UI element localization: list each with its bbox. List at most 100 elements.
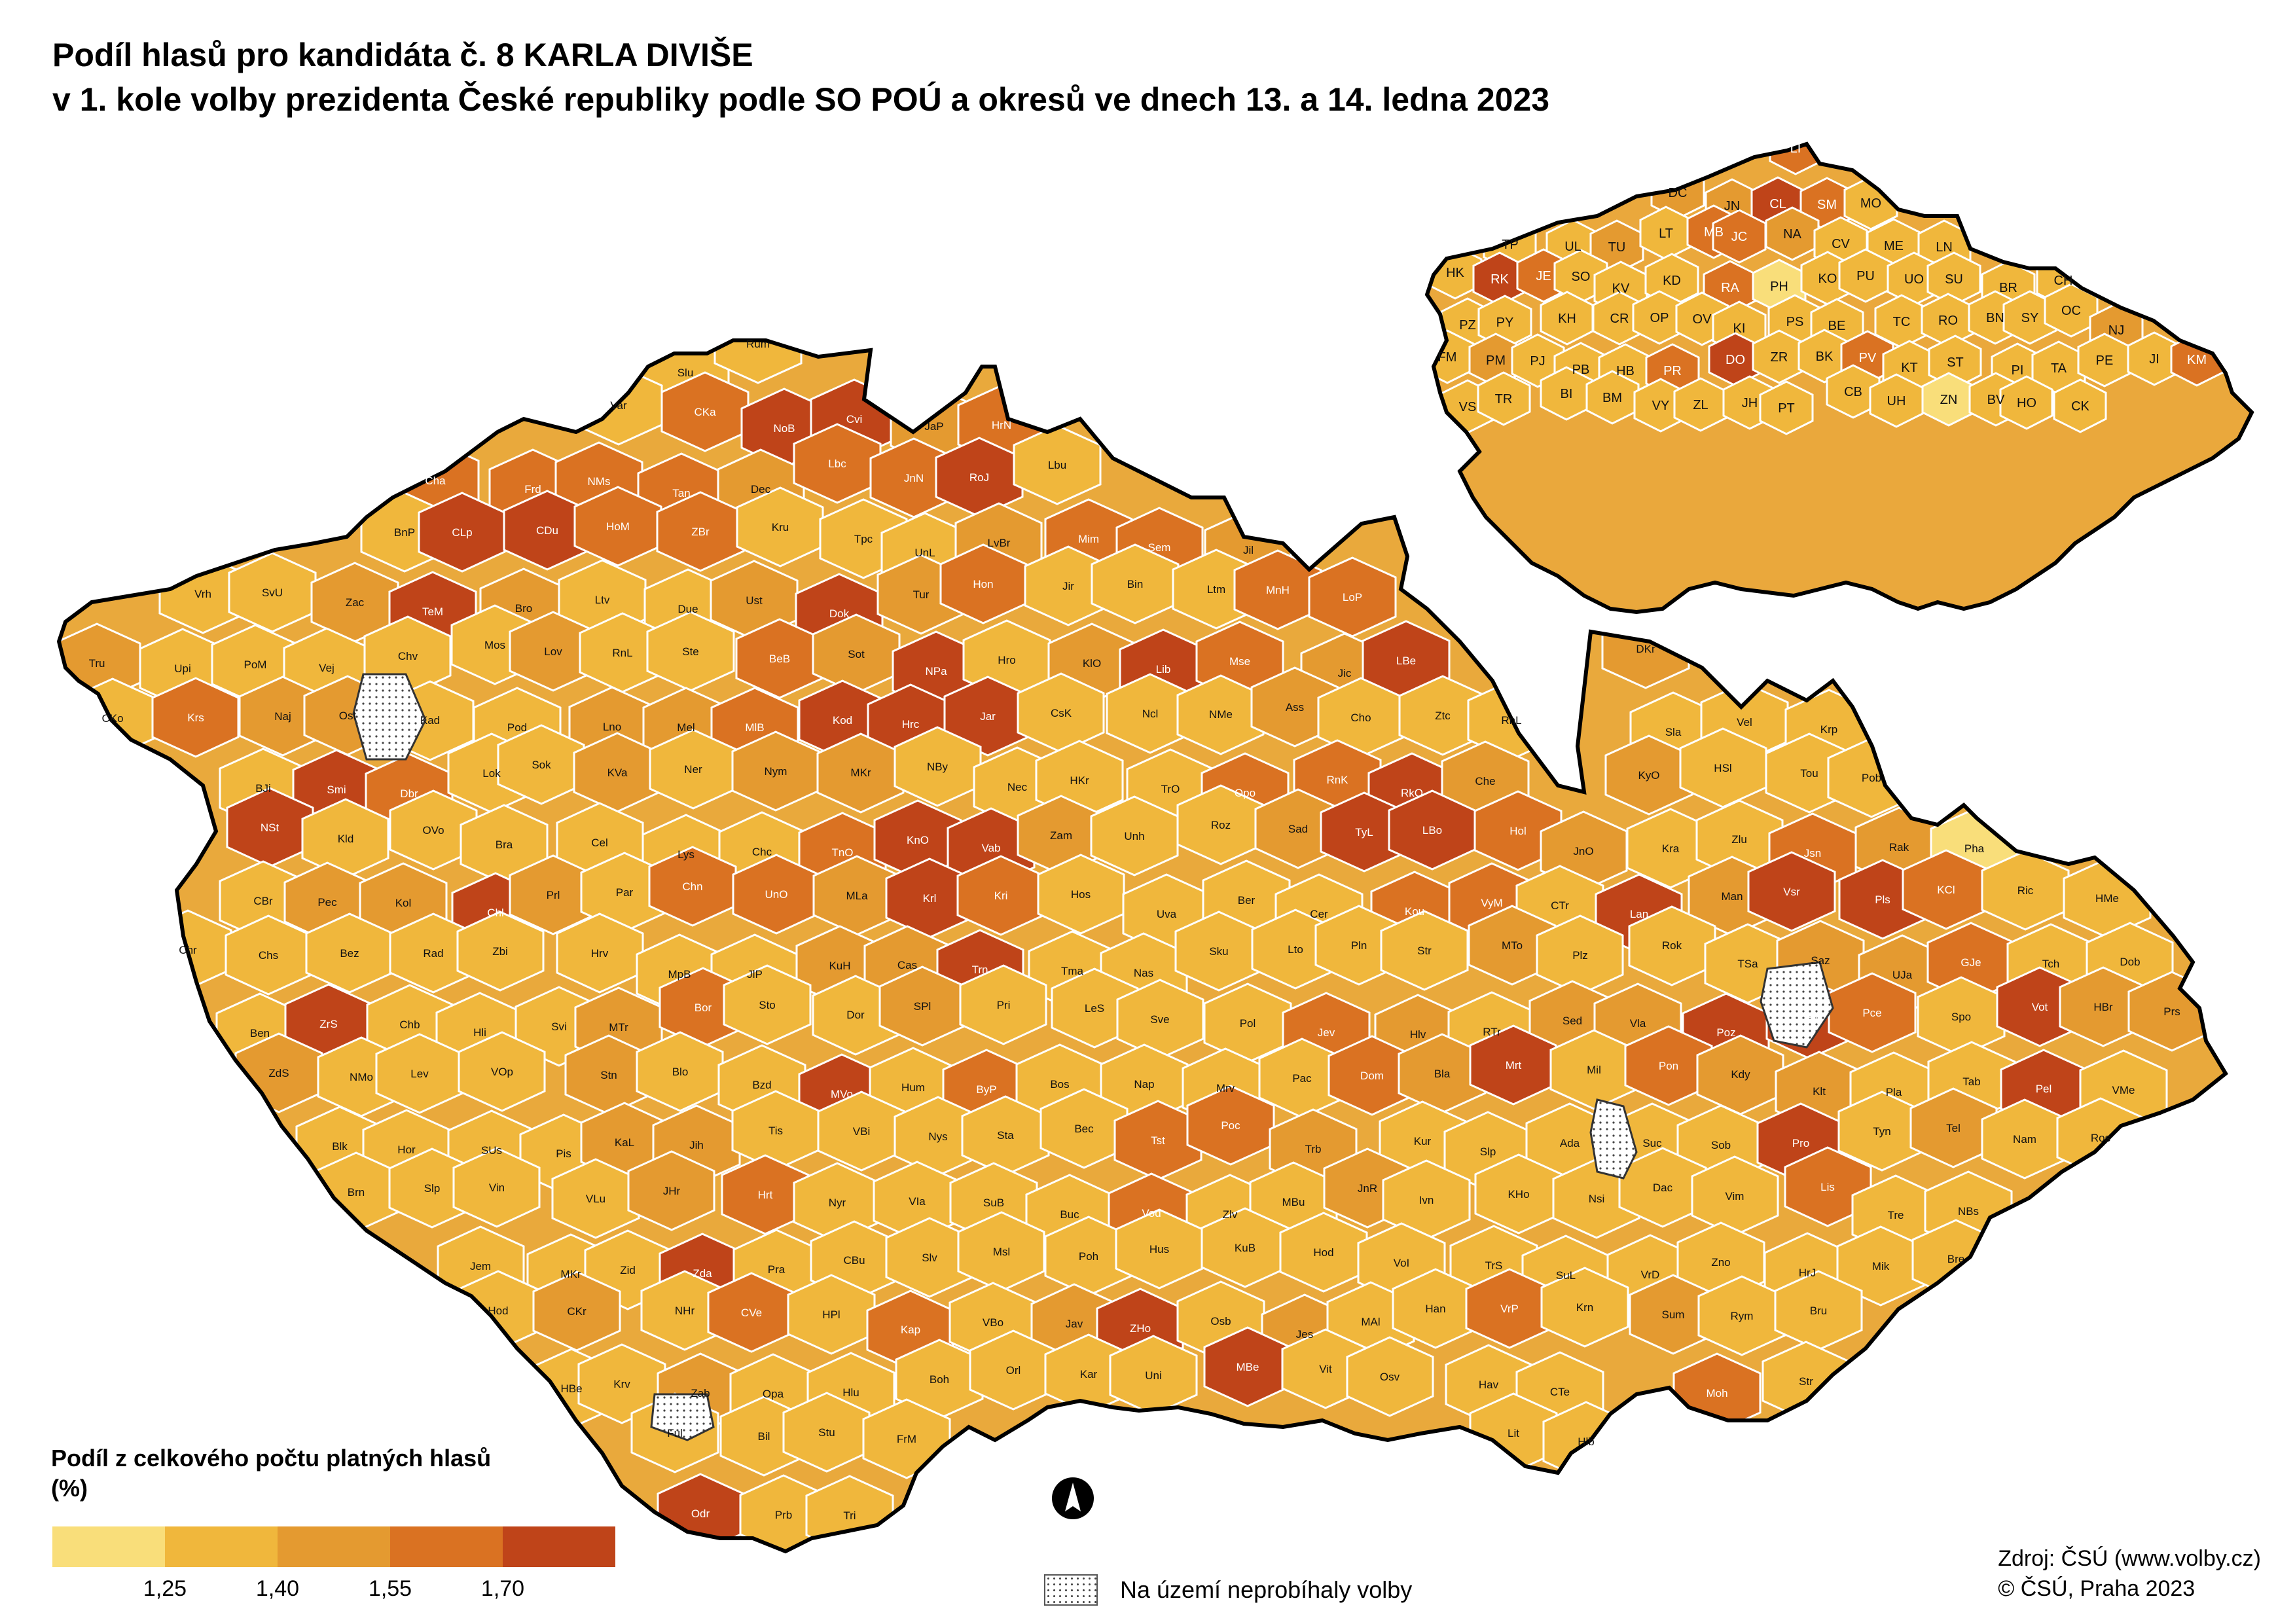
main-region-label: BnP — [394, 526, 415, 539]
main-region-label: Jsn — [1804, 847, 1821, 859]
legend-swatch — [52, 1526, 165, 1567]
main-region-label: KCl — [1937, 884, 1955, 896]
main-region-label: Lov — [544, 645, 562, 658]
main-region-label: Bez — [340, 947, 359, 960]
main-region-cell — [452, 1147, 541, 1228]
main-region-label: Frd — [524, 483, 541, 496]
main-region-label: KnO — [907, 834, 929, 846]
inset-region-label: SM — [1817, 198, 1837, 212]
main-region-label: Odr — [691, 1507, 710, 1520]
inset-region-label: PS — [1786, 315, 1804, 329]
inset-region-cell — [1511, 333, 1565, 388]
main-region-label: HrJ — [1799, 1267, 1816, 1279]
inset-region-label: KD — [1663, 274, 1681, 288]
inset-region-label: JI — [2149, 352, 2159, 367]
main-region-label: Krl — [923, 892, 937, 905]
main-region-cell — [1981, 850, 2070, 931]
main-region-label: Han — [1425, 1303, 1445, 1315]
main-region-label: Zab — [691, 1387, 710, 1399]
main-region-label: Ful — [667, 1427, 683, 1439]
main-region-label: VMe — [2112, 1084, 2135, 1096]
main-region-label: Hli — [473, 1026, 486, 1039]
main-region-label: CTe — [1550, 1386, 1570, 1398]
main-region-label: Svi — [551, 1020, 567, 1033]
main-region-label: Hlb — [1578, 1435, 1595, 1448]
main-region-label: MlB — [745, 721, 764, 734]
main-region-label: Naj — [274, 710, 291, 723]
main-region-label: Rak — [1889, 841, 1909, 854]
country-border — [56, 338, 2228, 1554]
inset-region-label: VS — [1459, 400, 1477, 414]
main-region-label: Pob — [1862, 772, 1881, 784]
inset-region-label: HB — [1616, 364, 1635, 378]
main-region-label: Jes — [1296, 1328, 1313, 1341]
main-region-cell — [1233, 549, 1322, 630]
main-region-label: Vod — [1142, 1207, 1161, 1219]
main-region-label: Che — [1475, 775, 1495, 787]
main-region-cell — [787, 1274, 876, 1355]
main-region-label: CBu — [843, 1254, 865, 1267]
main-region-label: Ada — [1560, 1137, 1580, 1149]
main-region-label: DKr — [1636, 643, 1655, 655]
nodata-area — [352, 673, 427, 761]
main-region-label: Ltv — [595, 594, 610, 606]
inset-region-label: PJ — [1530, 354, 1545, 369]
main-region-cell — [939, 543, 1028, 624]
main-region-label: Hod — [488, 1305, 508, 1317]
inset-region-label: NA — [1783, 227, 1801, 242]
inset-region-label: BE — [1828, 319, 1846, 333]
main-region-label: BeB — [769, 653, 790, 665]
main-region-label: Bzd — [752, 1079, 771, 1091]
main-region-label: Hon — [973, 578, 993, 590]
main-region-label: Tma — [1061, 965, 1084, 977]
legend-color-scale — [52, 1526, 615, 1567]
main-region-label: Bro — [515, 602, 532, 615]
main-region-label: Tpc — [854, 533, 873, 545]
main-region-label: Pra — [768, 1263, 786, 1276]
main-region-label: Zbi — [492, 945, 508, 958]
main-region-label: Str — [1417, 945, 1432, 957]
main-region-label: Nym — [765, 765, 787, 778]
main-region-label: Hav — [1479, 1379, 1499, 1391]
main-region-label: MVo — [831, 1088, 853, 1100]
main-region-label: Zid — [620, 1264, 636, 1276]
legend-swatch — [165, 1526, 278, 1567]
legend-title-line2: (%) — [51, 1475, 88, 1502]
main-region-label: Lev — [410, 1068, 429, 1080]
inset-region-label: LI — [1790, 141, 1801, 156]
legend-tick: 1,55 — [368, 1576, 412, 1601]
main-region-label: SvU — [262, 586, 283, 599]
main-region-label: Sum — [1662, 1308, 1685, 1321]
main-region-label: Blo — [672, 1066, 689, 1078]
main-region-label: Blk — [332, 1140, 348, 1153]
main-region-label: TeM — [422, 605, 443, 618]
main-region-label: Lbu — [1048, 459, 1066, 471]
inset-region-cell — [1759, 380, 1814, 435]
main-region-label: Kur — [1414, 1135, 1432, 1147]
main-region-label: NSt — [261, 821, 280, 834]
main-region-label: Tst — [1151, 1134, 1165, 1147]
main-region-cell — [1091, 543, 1180, 624]
main-region-label: Saz — [1811, 954, 1830, 967]
inset-region-label: BR — [1999, 281, 2017, 295]
inset-region-label: TA — [2051, 361, 2067, 376]
main-region-label: Pce — [1862, 1007, 1881, 1019]
main-region-label: Lan — [1630, 908, 1648, 920]
main-region-label: Vab — [982, 842, 1001, 854]
main-region-label: MTo — [1502, 939, 1523, 952]
main-region-label: Uni — [1145, 1369, 1162, 1382]
main-region-label: Trn — [972, 964, 988, 976]
main-region-label: Bil — [758, 1430, 770, 1443]
main-region-label: MKr — [560, 1268, 581, 1280]
inset-region-label: MB — [1704, 225, 1724, 240]
main-region-label: HoM — [606, 520, 630, 533]
main-region-label: Plz — [1572, 949, 1588, 962]
main-region-label: Ust — [746, 594, 763, 607]
main-region-label: Ste — [682, 645, 699, 658]
main-region-label: Pon — [1659, 1060, 1678, 1072]
main-region-cell — [1051, 967, 1139, 1049]
main-region-cell — [1747, 851, 1836, 932]
legend-tick: 1,70 — [480, 1576, 525, 1601]
main-region-label: Tri — [843, 1509, 856, 1522]
main-region-label: Zno — [1711, 1256, 1730, 1269]
